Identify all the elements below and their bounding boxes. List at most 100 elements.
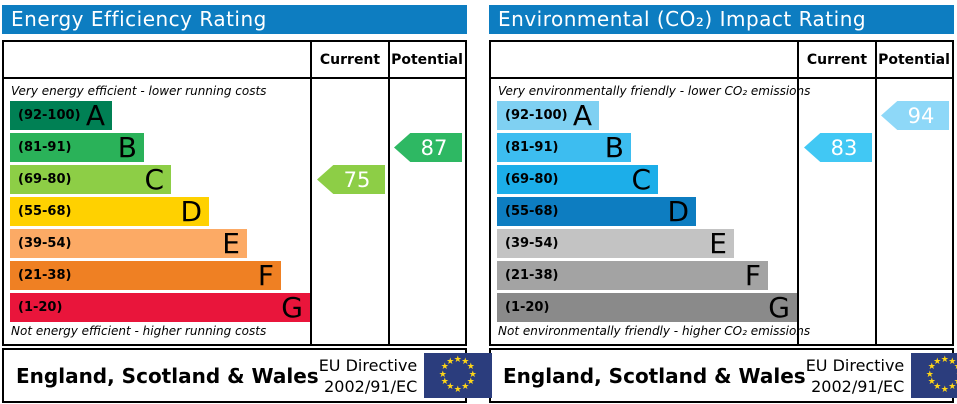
rating-band-d: (55-68) D <box>10 197 209 226</box>
top-note: Very energy efficient - lower running co… <box>11 84 267 98</box>
eu-star-icon: ★ <box>954 363 957 372</box>
environmental-impact-panel: Environmental (CO₂) Impact Rating Curren… <box>489 5 957 403</box>
band-range-label: (69-80) <box>505 172 559 187</box>
potential-rating-value: 94 <box>907 103 935 128</box>
band-grade-letter: G <box>768 291 790 324</box>
band-grade-letter: G <box>281 291 303 324</box>
band-range-label: (55-68) <box>18 204 72 219</box>
rating-band-c: (69-80) C <box>10 165 171 194</box>
rating-band-a: (92-100) A <box>10 101 112 130</box>
eu-star-icon: ★ <box>927 377 936 387</box>
energy-panel-title: Energy Efficiency Rating <box>2 5 467 34</box>
band-range-label: (1-20) <box>505 300 550 315</box>
band-grade-letter: C <box>144 163 164 196</box>
band-grade-letter: A <box>85 99 105 132</box>
table-header-row: Current Potential <box>4 42 465 79</box>
eu-star-icon: ★ <box>948 382 957 393</box>
eu-star-icon: ★ <box>933 356 942 367</box>
rating-band-c: (69-80) C <box>497 165 658 194</box>
eu-directive-line1: EU Directive <box>805 355 905 375</box>
band-range-label: (21-38) <box>18 268 72 283</box>
potential-rating-arrow: 94 <box>881 101 949 130</box>
footer: England, Scotland & Wales EU Directive 2… <box>489 348 957 403</box>
eu-flag-icon: ★★★★★★★★★★★★ <box>424 353 493 398</box>
band-grade-letter: E <box>222 227 240 260</box>
rating-bands: (92-100) A (81-91) B (69-80) C (55-68) D (39-54)… <box>497 101 797 325</box>
energy-rating-table: Current Potential Very energy efficient … <box>2 40 467 346</box>
bottom-note: Not environmentally friendly - higher CO… <box>498 324 811 338</box>
eu-directive-line2: 2002/91/EC <box>811 376 905 396</box>
band-range-label: (81-91) <box>505 140 559 155</box>
rating-bands: (92-100) A (81-91) B (69-80) C (55-68) D (39-54)… <box>10 101 310 325</box>
region-label: England, Scotland & Wales <box>16 363 319 388</box>
potential-column-header: Potential <box>391 51 463 68</box>
eu-star-icon: ★ <box>440 362 449 372</box>
energy-efficiency-panel: Energy Efficiency Rating Current Potenti… <box>2 5 493 403</box>
band-grade-letter: B <box>604 131 624 164</box>
eu-star-icon: ★ <box>925 369 934 380</box>
bottom-note: Not energy efficient - higher running co… <box>11 324 267 338</box>
eu-flag-icon: ★★★★★★★★★★★★ <box>911 353 957 398</box>
band-grade-letter: B <box>117 131 137 164</box>
eu-star-icon: ★ <box>461 356 470 367</box>
band-range-label: (21-38) <box>505 268 559 283</box>
eu-star-icon: ★ <box>954 378 957 387</box>
band-range-label: (39-54) <box>505 236 559 251</box>
eu-star-icon: ★ <box>466 377 475 387</box>
current-rating-arrow: 75 <box>317 165 385 194</box>
eu-star-icon: ★ <box>438 369 447 380</box>
band-grade-letter: E <box>709 227 727 260</box>
eu-star-icon: ★ <box>440 377 449 387</box>
current-column-header: Current <box>319 51 381 68</box>
eu-star-icon: ★ <box>933 382 942 393</box>
rating-band-g: (1-20) G <box>497 293 797 322</box>
band-grade-letter: F <box>744 259 761 292</box>
region-label: England, Scotland & Wales <box>503 363 806 388</box>
band-range-label: (92-100) <box>18 108 81 123</box>
environmental-panel-title: Environmental (CO₂) Impact Rating <box>489 5 954 34</box>
rating-band-e: (39-54) E <box>10 229 247 258</box>
current-rating-arrow: 83 <box>804 133 872 162</box>
footer: England, Scotland & Wales EU Directive 2… <box>2 348 493 403</box>
rating-band-b: (81-91) B <box>10 133 144 162</box>
column-divider <box>875 42 877 344</box>
column-divider <box>388 42 390 344</box>
potential-rating-value: 87 <box>420 135 448 160</box>
band-range-label: (39-54) <box>18 236 72 251</box>
eu-directive-label: EU Directive 2002/91/EC <box>806 355 912 397</box>
band-range-label: (69-80) <box>18 172 72 187</box>
eu-star-icon: ★ <box>453 384 462 395</box>
rating-band-e: (39-54) E <box>497 229 734 258</box>
eu-star-icon: ★ <box>948 356 957 367</box>
eu-star-icon: ★ <box>956 370 957 380</box>
band-grade-letter: C <box>631 163 651 196</box>
top-note: Very environmentally friendly - lower CO… <box>498 84 811 98</box>
eu-star-icon: ★ <box>468 369 477 380</box>
column-divider <box>310 42 312 344</box>
current-rating-value: 75 <box>343 167 371 192</box>
eu-star-icon: ★ <box>453 354 462 365</box>
band-range-label: (81-91) <box>18 140 72 155</box>
eu-star-icon: ★ <box>927 362 936 372</box>
eu-star-icon: ★ <box>461 382 470 393</box>
current-rating-value: 83 <box>830 135 858 160</box>
potential-rating-arrow: 87 <box>394 133 462 162</box>
band-range-label: (92-100) <box>505 108 568 123</box>
rating-band-b: (81-91) B <box>497 133 631 162</box>
band-grade-letter: A <box>572 99 592 132</box>
current-column-header: Current <box>806 51 868 68</box>
eu-directive-label: EU Directive 2002/91/EC <box>319 355 425 397</box>
eu-star-icon: ★ <box>446 382 455 393</box>
eu-directive-line2: 2002/91/EC <box>324 376 418 396</box>
band-range-label: (1-20) <box>18 300 63 315</box>
column-divider <box>797 42 799 344</box>
rating-band-g: (1-20) G <box>10 293 310 322</box>
eu-directive-line1: EU Directive <box>318 355 418 375</box>
potential-column-header: Potential <box>878 51 950 68</box>
rating-band-a: (92-100) A <box>497 101 599 130</box>
eu-star-icon: ★ <box>446 356 455 367</box>
eu-star-icon: ★ <box>940 384 949 395</box>
band-range-label: (55-68) <box>505 204 559 219</box>
band-grade-letter: F <box>257 259 274 292</box>
